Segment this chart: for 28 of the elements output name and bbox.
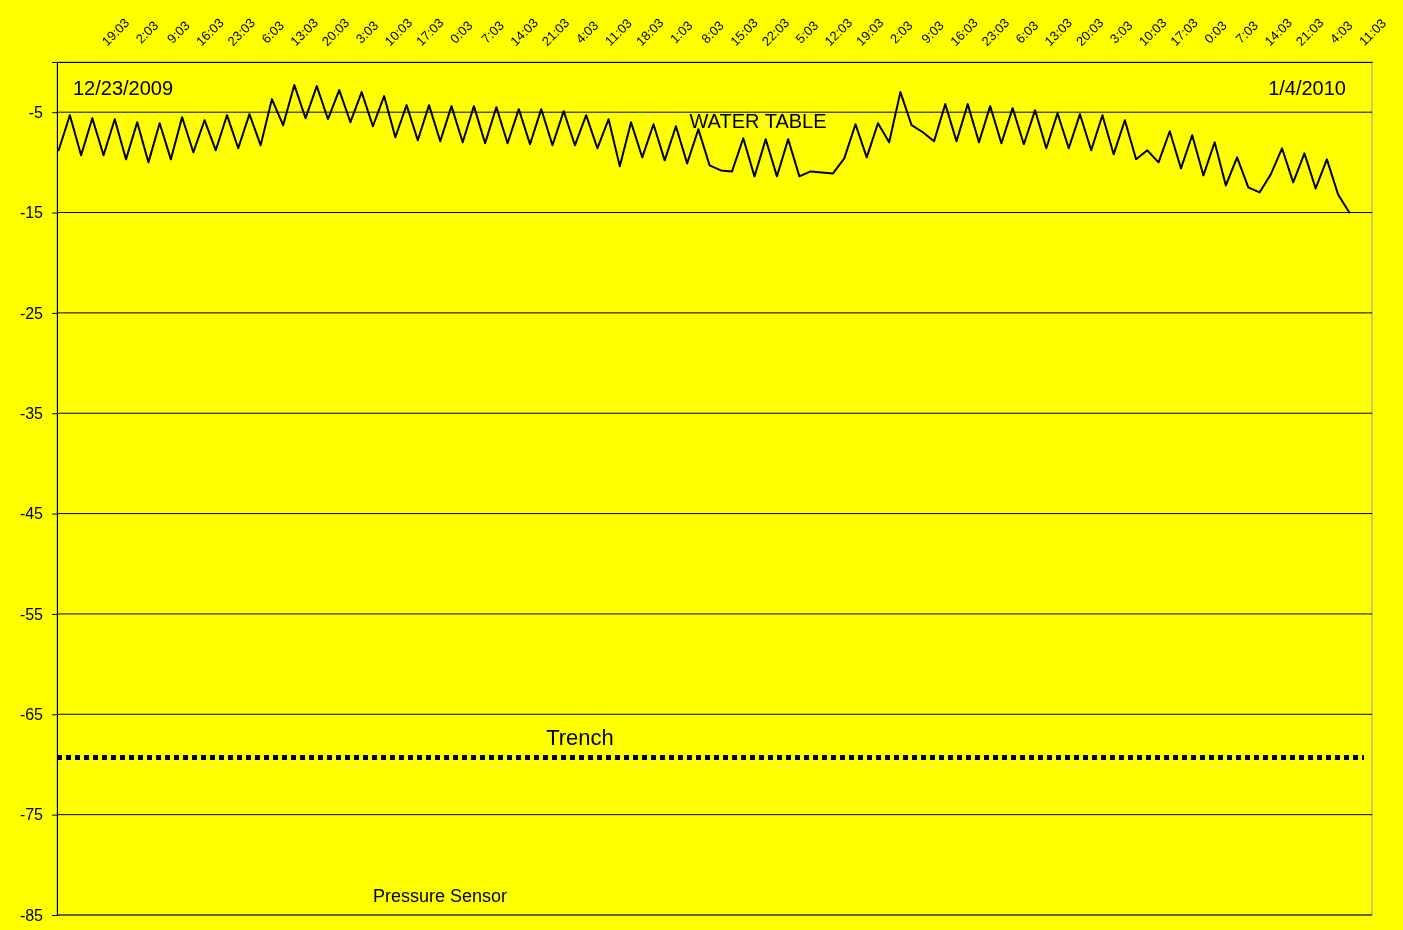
y-tick-label: -65 (19, 705, 44, 723)
x-tick-label: 3:03 (1106, 17, 1136, 47)
annotation: Pressure Sensor (372, 886, 508, 906)
x-tick-label: 8:03 (698, 17, 727, 47)
x-tick-label: 6:03 (1012, 17, 1042, 47)
x-tick-label: 4:03 (572, 17, 602, 47)
annotation: 1/4/2010 (1268, 77, 1346, 99)
x-tick-label: 0:03 (446, 17, 476, 47)
x-tick-label: 9:03 (918, 17, 947, 47)
y-tick-label: -45 (19, 505, 44, 523)
y-tick-label: -25 (19, 304, 44, 322)
x-tick-label: 7:03 (1232, 17, 1262, 47)
y-tick-label: -85 (19, 906, 44, 924)
x-tick-label: 4:03 (1326, 17, 1356, 47)
x-tick-label: 7:03 (478, 17, 507, 47)
x-tick-label: 9:03 (164, 17, 193, 47)
y-tick-label: -35 (19, 404, 44, 422)
y-tick-label: -75 (19, 806, 44, 824)
y-tick-label: -5 (28, 103, 44, 121)
annotation: WATER TABLE (689, 110, 827, 132)
ref-line-label: Trench (546, 725, 614, 751)
y-tick-label: -55 (19, 605, 44, 623)
x-tick-label: 6:03 (258, 17, 287, 47)
x-tick-label: 0:03 (1201, 17, 1230, 47)
y-tick-label: -15 (19, 204, 44, 222)
annotation: 12/23/2009 (73, 77, 174, 99)
x-tick-label: 3:03 (352, 17, 382, 47)
x-tick-label: 5:03 (792, 17, 822, 47)
